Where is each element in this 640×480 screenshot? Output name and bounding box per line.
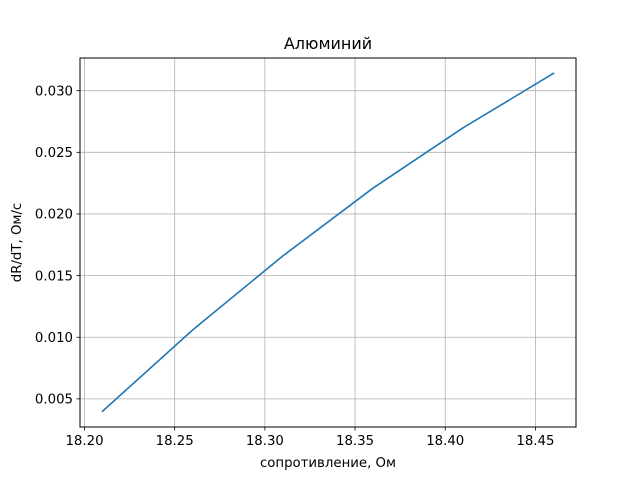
- ticks: 18.20 18.25 18.30 18.35 18.40 18.45 0.005 0.010…: [35, 84, 555, 449]
- x-tick-label: 18.20: [65, 434, 103, 449]
- x-tick-label: 18.40: [426, 434, 464, 449]
- y-tick-label: 0.015: [35, 269, 73, 284]
- chart-title: Алюминий: [284, 34, 372, 53]
- y-tick-label: 0.005: [35, 393, 73, 408]
- y-tick-label: 0.025: [35, 146, 73, 161]
- y-tick-label: 0.020: [35, 208, 73, 223]
- series-layer: [101, 72, 555, 413]
- y-tick-label: 0.010: [35, 331, 73, 346]
- plot-frame: [79, 57, 577, 428]
- x-tick-label: 18.30: [246, 434, 284, 449]
- y-tick-label: 0.030: [35, 84, 73, 99]
- x-tick-label: 18.35: [336, 434, 374, 449]
- x-tick-label: 18.25: [156, 434, 194, 449]
- y-axis-label: dR/dT, Ом/с: [10, 203, 25, 282]
- series-line: [101, 72, 555, 413]
- x-axis-label: сопротивление, Ом: [260, 456, 396, 471]
- x-tick-label: 18.45: [516, 434, 554, 449]
- grid: [80, 58, 576, 427]
